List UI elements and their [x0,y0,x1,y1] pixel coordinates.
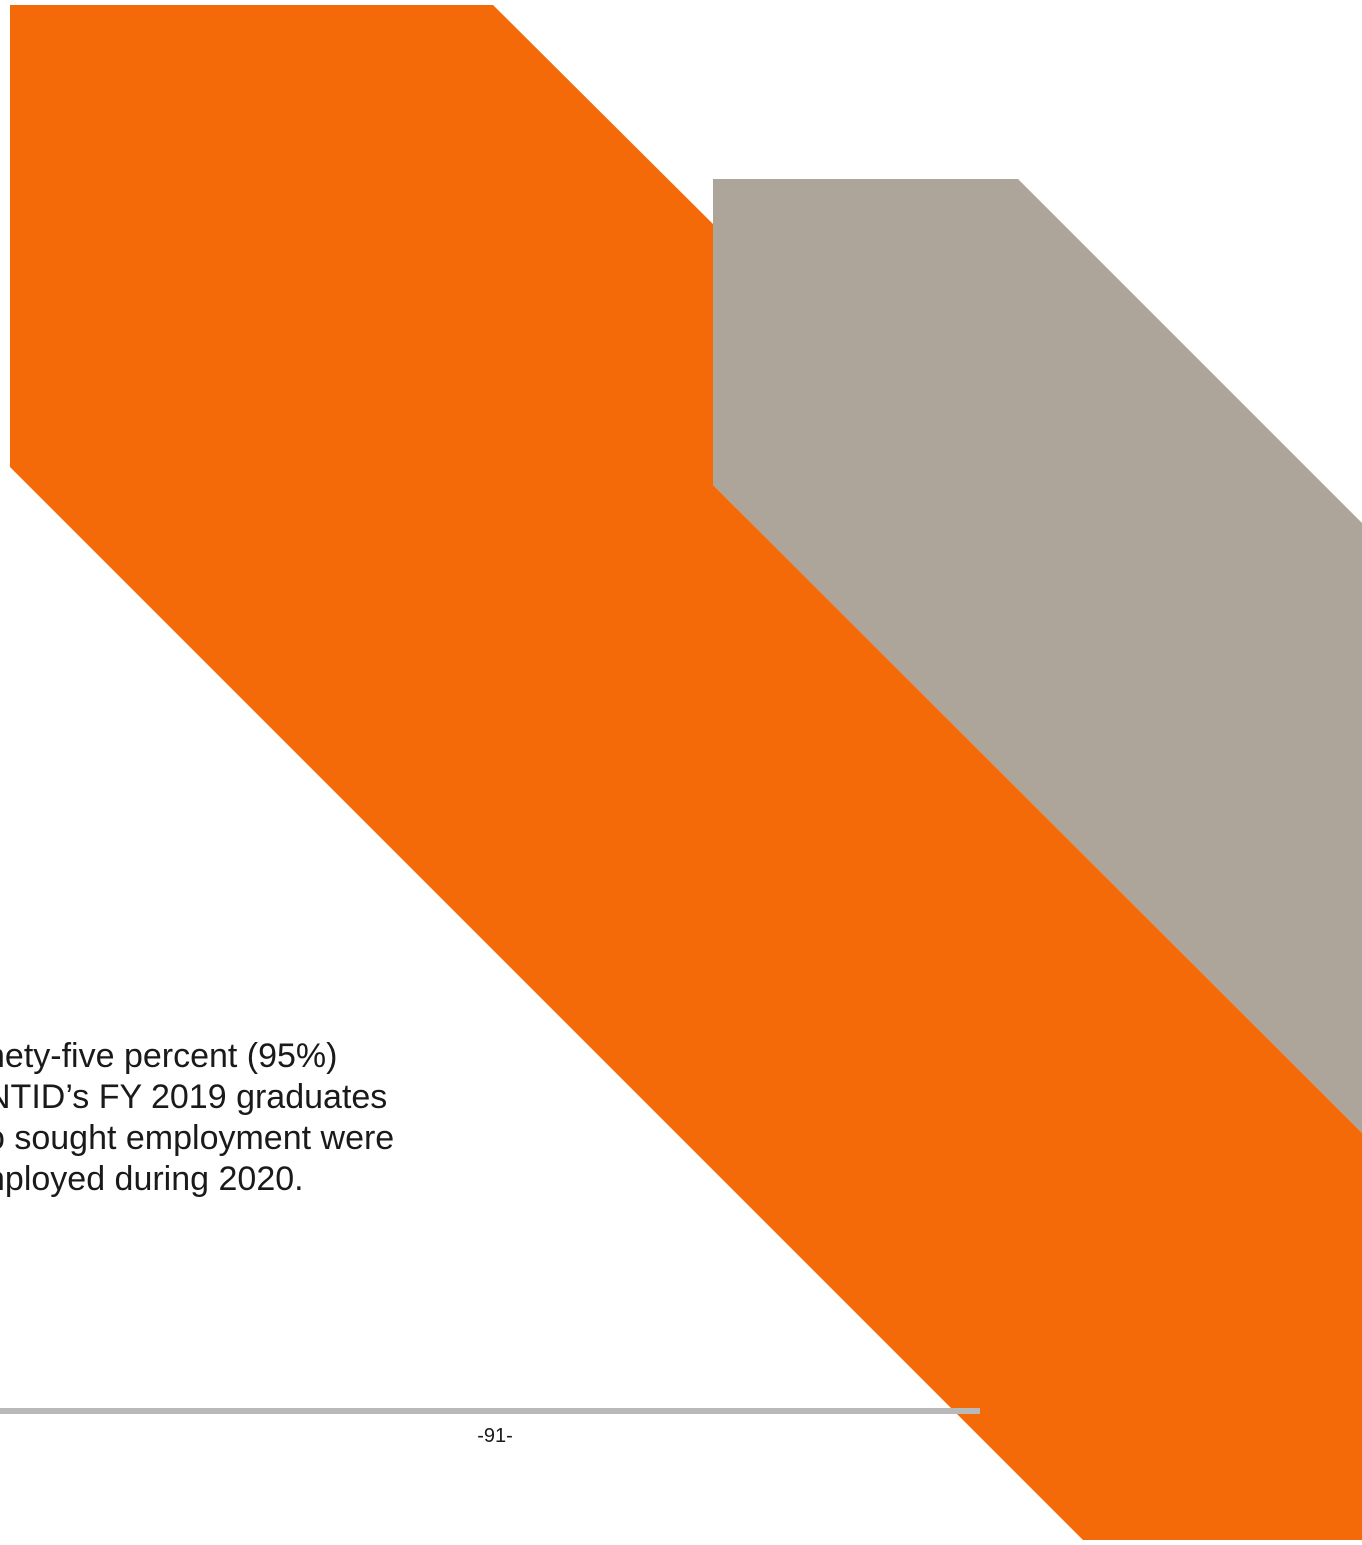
statement-line-1: nety-five percent (95%) [0,1037,338,1075]
employment-statement: nety-five percent (95%) NTID’s FY 2019 g… [0,1036,626,1200]
footer-divider [0,1408,980,1414]
gray-diagonal-band [713,179,1362,1133]
page-number: -91- [477,1425,513,1447]
statement-line-2: NTID’s FY 2019 graduates [0,1078,388,1116]
statement-line-3: o sought employment were [0,1119,395,1157]
orange-diagonal-band [10,5,1362,1540]
statement-line-4: nployed during 2020. [0,1160,304,1198]
